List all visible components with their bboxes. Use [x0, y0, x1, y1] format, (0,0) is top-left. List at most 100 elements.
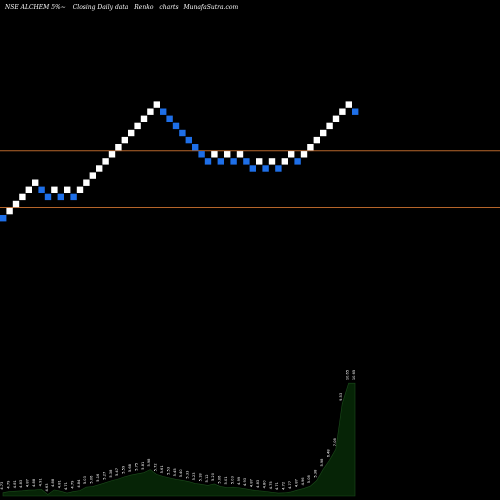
renko-brick-up [153, 101, 160, 108]
volume-label: 4.79 [70, 480, 74, 489]
renko-brick-down [38, 186, 45, 193]
renko-brick-up [121, 136, 128, 144]
renko-brick-down [185, 136, 192, 144]
volume-panel: 4.73 4.79 4.81 4.83 4.87 4.88 4.914.634.88 4.81… [0, 370, 356, 497]
renko-brick-down [217, 158, 224, 165]
volume-label: 4.72 [282, 482, 286, 490]
renko-brick-down [249, 165, 256, 172]
volume-label: 5.98 [147, 458, 151, 467]
volume-label: 4.81 [13, 480, 17, 488]
renko-brick-up [89, 172, 96, 179]
renko-brick-up [326, 122, 333, 130]
volume-label: 4.87 [250, 479, 254, 487]
renko-brick-up [76, 186, 84, 193]
volume-label: 5.23 [192, 472, 196, 480]
renko-brick-up [96, 165, 103, 172]
renko-brick-down [192, 144, 199, 151]
renko-brick-down [262, 165, 269, 172]
renko-brick-up [102, 158, 109, 165]
renko-brick-up [6, 207, 13, 215]
volume-label: 4.93 [243, 478, 247, 486]
volume-label: 5.38 [109, 469, 113, 478]
volume-label: 4.80 [262, 480, 266, 489]
volume-label: 5.27 [102, 472, 106, 480]
volume-label: 4.77 [288, 481, 292, 489]
renko-brick-up [281, 158, 288, 165]
volume-label: 4.71 [275, 482, 279, 490]
volume-label: 5.06 [218, 475, 222, 484]
renko-brick-up [32, 179, 39, 186]
volume-label: 5.01 [224, 476, 228, 484]
reference-lines [0, 150, 500, 209]
header-unit: charts [159, 4, 178, 11]
renko-brick-up [211, 151, 218, 158]
renko-brick-down [204, 158, 212, 165]
renko-brick-down [275, 165, 282, 172]
volume-label: 5.98 [320, 458, 324, 467]
volume-label: 4.91 [38, 478, 42, 486]
volume-label: 5.81 [141, 462, 145, 470]
volume-label: 10.65 [352, 370, 356, 380]
volume-label: 5.08 [307, 474, 311, 483]
renko-brick-down [160, 108, 167, 115]
volume-label: 5.61 [160, 465, 164, 473]
renko-brick-up [128, 129, 135, 137]
volume-label: 4.88 [51, 478, 55, 487]
volume-label: 9.53 [339, 393, 343, 401]
renko-brick-up [64, 186, 71, 193]
volume-label: 5.16 [96, 473, 100, 482]
renko-brick-down [230, 158, 237, 165]
renko-brick-up [313, 136, 320, 144]
volume-label: 5.06 [90, 475, 94, 484]
header-type: Renko [133, 4, 154, 11]
volume-label: 5.68 [128, 463, 132, 472]
renko-brick-down [166, 115, 173, 122]
volume-label: 5.20 [211, 472, 215, 481]
volume-label: 6.48 [326, 449, 330, 458]
volume-label: 5.12 [205, 474, 209, 482]
renko-brick-down [352, 108, 359, 115]
volume-label: 4.73 [0, 482, 4, 490]
renko-brick-up [224, 151, 231, 158]
volume-label: 4.63 [45, 484, 49, 492]
header-symbol: NSE ALCHEM 5%~ [4, 4, 66, 11]
renko-brick-up [345, 101, 352, 108]
volume-label: 4.99 [237, 476, 241, 485]
header-kind: Closing Daily data [73, 4, 129, 11]
renko-brick-down [0, 215, 7, 222]
renko-brick-up [134, 122, 141, 130]
volume-label: 4.87 [294, 479, 298, 487]
volume-label: 10.65 [346, 370, 350, 380]
volume-label: 5.40 [179, 469, 183, 478]
volume-label: 4.83 [19, 480, 23, 488]
volume-area [2, 382, 356, 497]
renko-brick-up [140, 115, 148, 122]
renko-brick-up [300, 151, 308, 158]
renko-brick-down [172, 122, 180, 130]
volume-label: 5.18 [198, 473, 202, 482]
volume-label: 4.71 [64, 482, 68, 490]
volume-label: 5.03 [83, 476, 87, 484]
renko-brick-up [19, 193, 26, 201]
renko-brick-up [236, 151, 244, 158]
renko-brick-down [57, 193, 64, 201]
renko-brick-down [198, 151, 205, 158]
renko-brick-down [294, 158, 301, 165]
renko-brick-up [108, 151, 116, 158]
renko-brick-up [25, 186, 32, 193]
renko-bricks [0, 101, 359, 222]
volume-label: 5.47 [115, 468, 119, 476]
volume-label: 5.59 [122, 465, 126, 474]
volume-label: 5.03 [230, 476, 234, 484]
volume-label: 7.08 [333, 437, 337, 446]
renko-brick-up [288, 151, 295, 158]
volume-label: 4.96 [301, 477, 305, 486]
renko-brick-up [320, 129, 327, 137]
volume-label: 5.38 [314, 469, 318, 478]
renko-brick-up [339, 108, 346, 115]
renko-brick-up [268, 158, 276, 165]
renko-brick-down [179, 129, 186, 137]
volume-label: 4.84 [77, 479, 81, 488]
